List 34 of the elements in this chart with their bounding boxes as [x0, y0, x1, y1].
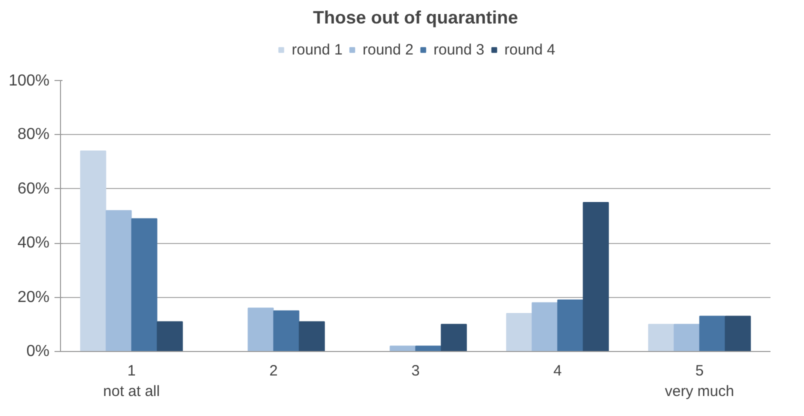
x-tick-label: 2	[269, 362, 278, 380]
bar	[248, 308, 274, 352]
y-tick-label: 40%	[17, 234, 50, 252]
bar	[674, 324, 700, 352]
y-tick-label: 80%	[17, 126, 50, 144]
bar	[648, 324, 674, 352]
y-tick-label: 100%	[8, 72, 50, 90]
bar	[699, 316, 726, 352]
y-tick-label: 20%	[17, 288, 50, 306]
bar	[532, 302, 558, 352]
x-tick-label: 3	[411, 362, 420, 380]
y-tick-label: 60%	[17, 180, 50, 198]
legend-label: round 1	[292, 41, 343, 58]
bar	[724, 316, 751, 352]
legend-label: round 2	[362, 41, 414, 58]
bar	[106, 210, 132, 352]
bar	[273, 310, 300, 352]
bar	[80, 150, 106, 352]
legend-label: round 3	[434, 41, 484, 58]
x-tick-label: 1 not at all	[103, 362, 160, 400]
bar	[440, 324, 467, 352]
bar	[131, 218, 158, 352]
legend-label: round 4	[504, 41, 556, 58]
bar	[298, 321, 325, 352]
x-tick-label: 4	[553, 362, 562, 380]
bar	[390, 346, 416, 352]
x-tick-label: 5 very much	[664, 362, 734, 400]
bar	[415, 346, 442, 352]
bar	[582, 202, 609, 352]
bar	[506, 313, 532, 352]
y-tick-label: 0%	[26, 343, 50, 360]
chart-title: Those out of quarantine	[313, 8, 518, 28]
bar	[156, 321, 183, 352]
bar	[557, 300, 584, 352]
